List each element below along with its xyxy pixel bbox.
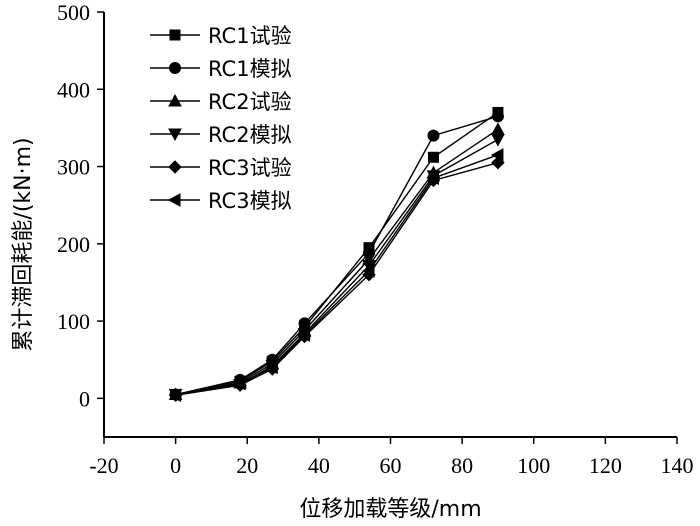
series-1 — [170, 106, 504, 400]
y-axis-title: 累计滞回耗能/(kN·m) — [11, 137, 36, 351]
data-point — [490, 148, 504, 162]
x-tick-label: 40 — [308, 453, 330, 478]
legend-item: RC3试验 — [150, 156, 292, 180]
x-tick-label: 80 — [451, 453, 473, 478]
legend-marker — [168, 160, 182, 174]
legend-item: RC2试验 — [150, 90, 292, 114]
axes — [103, 12, 677, 438]
data-point — [426, 171, 439, 185]
x-tick-label: 140 — [661, 453, 694, 478]
data-point — [427, 151, 439, 163]
legend-marker — [169, 62, 181, 74]
y-tick-label: 400 — [57, 77, 90, 102]
series-line — [175, 111, 499, 396]
data-point — [491, 110, 504, 123]
y-tick-label: 0 — [79, 386, 90, 411]
legend-item: RC1模拟 — [150, 57, 292, 81]
legend-item: RC3模拟 — [150, 189, 292, 213]
x-tick-label: 100 — [517, 453, 550, 478]
y-tick-label: 300 — [57, 155, 90, 180]
legend-label: RC1模拟 — [208, 57, 292, 81]
series-layer — [168, 106, 505, 403]
legend-marker — [169, 29, 181, 41]
x-tick-label: 20 — [236, 453, 258, 478]
legend-label: RC1试验 — [208, 24, 292, 48]
x-tick-label: 120 — [589, 453, 622, 478]
legend-item: RC1试验 — [150, 24, 292, 48]
data-point — [491, 134, 505, 147]
data-point — [168, 388, 182, 403]
legend-label: RC2模拟 — [208, 123, 292, 147]
data-point — [427, 129, 440, 142]
legend-item: RC2模拟 — [150, 123, 292, 147]
data-point — [297, 328, 311, 342]
series-6 — [168, 148, 504, 403]
y-tick-label: 100 — [57, 309, 90, 334]
data-point — [361, 264, 375, 278]
data-point — [491, 122, 505, 135]
x-tick-label: 60 — [380, 453, 402, 478]
x-axis-title: 位移加载等级/mm — [299, 497, 481, 522]
x-tick-label: -20 — [89, 453, 118, 478]
x-tick-label: 0 — [170, 453, 181, 478]
axis-ticks: -20 0 20 40 60 80 100 120 140 0 100 200 300 400 500 — [57, 0, 694, 478]
series-2 — [169, 110, 504, 401]
legend-marker — [168, 128, 182, 142]
legend: RC1试验 RC1模拟 RC2试验 RC2模拟 RC3试验 RC3模拟 — [150, 24, 292, 213]
data-point — [265, 360, 278, 375]
legend-marker — [168, 93, 182, 107]
y-tick-label: 500 — [57, 0, 90, 25]
y-tick-label: 200 — [57, 232, 90, 257]
legend-label: RC3试验 — [208, 156, 292, 180]
data-point — [233, 376, 246, 391]
legend-label: RC3模拟 — [208, 189, 292, 213]
legend-marker — [167, 193, 181, 207]
legend-label: RC2试验 — [208, 90, 292, 114]
